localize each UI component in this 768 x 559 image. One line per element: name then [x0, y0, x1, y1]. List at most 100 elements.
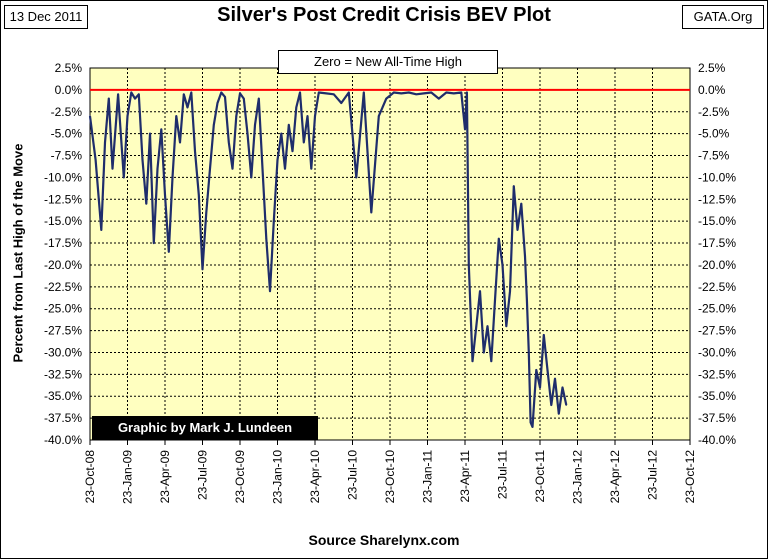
x-tick-label: 23-Jan-10	[271, 450, 285, 504]
series-point	[246, 132, 249, 135]
series-point	[134, 97, 136, 100]
series-point	[194, 150, 196, 152]
series-point	[160, 128, 163, 131]
series-point	[494, 299, 496, 301]
series-point	[141, 159, 144, 161]
series-point	[314, 115, 316, 117]
series-point	[332, 93, 335, 96]
series-point	[550, 404, 553, 406]
y-tick-label-left: -30.0%	[44, 345, 82, 359]
series-point	[512, 185, 515, 187]
series-point	[171, 176, 174, 179]
series-point	[94, 159, 97, 161]
series-point	[437, 97, 440, 100]
y-tick-label-right: -30.0%	[698, 345, 736, 359]
series-point	[520, 202, 523, 205]
series-point	[145, 202, 148, 205]
y-tick-label-left: -10.0%	[44, 170, 82, 184]
series-point	[239, 92, 241, 95]
series-point	[306, 115, 309, 117]
credit-label: Graphic by Mark J. Lundeen	[92, 416, 318, 440]
series-point	[509, 290, 511, 293]
series-point	[430, 91, 433, 94]
y-tick-label-left: -7.5%	[51, 149, 83, 163]
x-tick-label: 23-Apr-09	[158, 450, 172, 504]
series-point	[284, 167, 286, 170]
series-point	[265, 237, 268, 240]
y-tick-label-left: -12.5%	[44, 192, 82, 206]
series-point	[490, 360, 493, 363]
x-tick-label: 23-Oct-12	[683, 450, 697, 504]
series-point	[529, 421, 532, 424]
series-point	[254, 124, 256, 126]
y-axis-right: 2.5% 0.0% -2.5% -5.0% -7.5% -10.0% -12.5% -15.0…	[698, 61, 736, 447]
series-point	[287, 124, 290, 126]
series-point	[235, 115, 238, 117]
chart-title: Silver's Post Credit Crisis BEV Plot	[217, 4, 551, 26]
series-point	[272, 220, 275, 222]
series-point	[565, 404, 568, 406]
grid-layer	[90, 68, 690, 440]
y-tick-label-left: -32.5%	[44, 367, 82, 381]
series-point	[302, 141, 305, 144]
y-tick-label-right: -12.5%	[698, 192, 736, 206]
series-point	[197, 194, 200, 196]
y-tick-label-left: -25.0%	[44, 302, 82, 316]
series-point	[156, 167, 159, 170]
series-point	[464, 128, 466, 131]
x-tick-label: 23-Jul-10	[346, 450, 360, 500]
series-point	[445, 91, 448, 94]
series-point	[276, 159, 279, 161]
series-point	[475, 325, 478, 328]
y-tick-label-right: -37.5%	[698, 411, 736, 425]
series-point	[167, 251, 170, 253]
series-point	[460, 91, 463, 94]
series-point	[104, 141, 106, 144]
series-point	[130, 91, 133, 94]
x-tick-label: 23-Jan-09	[121, 450, 135, 504]
series-point	[310, 167, 313, 170]
y-tick-label-right: -20.0%	[698, 258, 736, 272]
y-tick-label-left: -17.5%	[44, 236, 82, 250]
series-point	[542, 334, 545, 336]
series-point	[546, 369, 549, 371]
series-point	[539, 386, 541, 389]
y-tick-label-left: -40.0%	[44, 433, 82, 447]
series-point	[526, 299, 528, 301]
series-point	[250, 176, 253, 179]
series-point	[527, 351, 530, 354]
y-tick-label-left: 2.5%	[55, 61, 83, 75]
series-point	[554, 377, 556, 380]
series-point	[516, 229, 519, 231]
y-tick-label-right: 0.0%	[698, 83, 726, 97]
series-point	[164, 194, 166, 196]
series-point	[212, 124, 215, 126]
series-point	[107, 97, 110, 100]
x-tick-label: 23-Apr-11	[458, 450, 472, 503]
source-site-label: GATA.Org	[682, 5, 764, 29]
series-point	[122, 176, 125, 179]
x-tick-label: 23-Jul-12	[646, 450, 660, 500]
series-point	[299, 91, 301, 94]
y-tick-label-right: -7.5%	[698, 149, 730, 163]
series-point	[242, 97, 245, 100]
series-point	[152, 242, 155, 244]
x-tick-label: 23-Jan-11	[421, 450, 435, 503]
series-point	[377, 115, 380, 117]
series-point	[231, 167, 234, 170]
series-point	[385, 97, 388, 100]
series-point	[257, 97, 260, 100]
series-point	[126, 115, 129, 117]
x-axis: 23-Oct-08 23-Jan-09 23-Apr-09 23-Jul-09 23-O…	[83, 440, 697, 504]
y-tick-label-left: -22.5%	[44, 280, 82, 294]
y-tick-label-right: -15.0%	[698, 214, 736, 228]
series-point	[175, 115, 178, 117]
series-points	[89, 91, 568, 428]
x-tick-label: 23-Apr-12	[608, 450, 622, 504]
series-point	[220, 91, 223, 94]
series-point	[261, 167, 264, 170]
series-point	[561, 386, 564, 389]
series-point	[501, 264, 504, 266]
series-point	[137, 93, 140, 96]
series-point	[355, 176, 358, 179]
